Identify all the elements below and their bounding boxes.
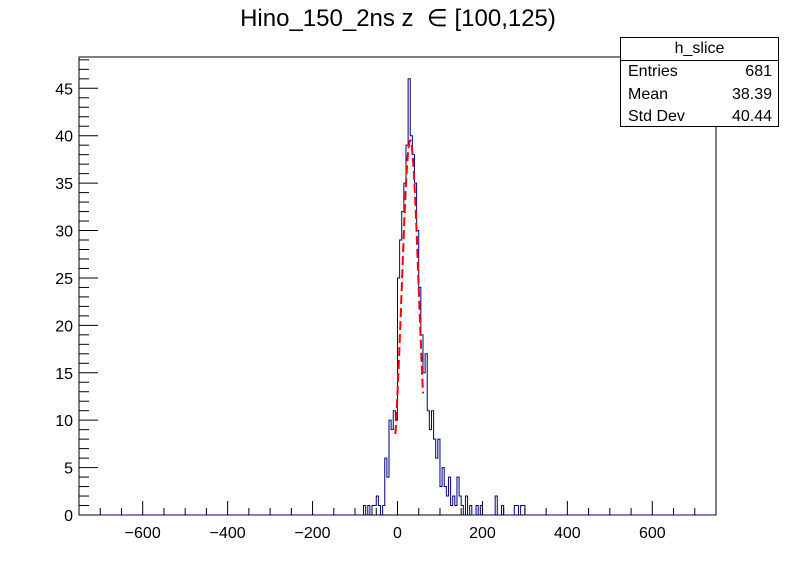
plot-title: Hino_150_2ns z ∈ [100,125) — [0, 4, 796, 33]
histogram-bin — [429, 430, 431, 515]
stats-label: Entries — [628, 63, 678, 80]
histogram-bin — [417, 231, 419, 515]
histogram-bin — [476, 506, 478, 515]
plot-title-main: Hino_150_2ns z — [240, 5, 414, 32]
histogram-bin — [364, 506, 366, 515]
histogram-bin — [412, 155, 414, 515]
histogram-bin — [423, 373, 425, 515]
y-tick-label: 25 — [55, 271, 73, 288]
x-tick-label: 0 — [393, 525, 402, 542]
y-tick-label: 15 — [55, 366, 73, 383]
histogram-bin — [521, 506, 523, 515]
y-tick-label: 20 — [55, 318, 73, 335]
histogram-bin — [387, 477, 389, 515]
histogram-bin — [395, 420, 397, 515]
histogram-bin — [391, 430, 393, 515]
x-tick-label: −600 — [125, 525, 161, 542]
y-tick-label: 10 — [55, 413, 73, 430]
histogram-bin — [470, 506, 472, 515]
stats-box: h_slice Entries 681 Mean 38.39 Std Dev 4… — [620, 37, 779, 127]
histogram-bin — [495, 496, 497, 515]
stats-label: Mean — [628, 85, 669, 103]
x-tick-label: −400 — [210, 525, 246, 542]
histogram-bin — [457, 477, 459, 515]
histogram-outline — [79, 78, 716, 516]
y-tick-label: 30 — [55, 224, 73, 241]
stats-value: 681 — [745, 63, 772, 80]
histogram-bin — [444, 487, 446, 515]
histogram-bin — [427, 411, 429, 515]
y-tick-label: 40 — [55, 129, 73, 146]
histogram-bin — [368, 506, 370, 515]
fit-curve — [394, 138, 424, 435]
histogram-bin — [448, 477, 450, 515]
y-tick-label: 45 — [55, 81, 73, 98]
histogram-bin — [446, 496, 448, 515]
histogram-bin — [453, 496, 455, 515]
x-tick-label: 400 — [554, 525, 581, 542]
histogram-bin — [434, 439, 436, 515]
plot-title-suffix: ∈ [100,125) — [426, 5, 556, 32]
histogram-bin — [436, 458, 438, 515]
stats-value: 38.39 — [731, 85, 772, 103]
stats-label: Std Dev — [628, 108, 685, 125]
histogram-bin — [425, 354, 427, 515]
histogram-bin — [383, 506, 385, 515]
y-tick-label: 35 — [55, 176, 73, 193]
histogram-bin — [385, 458, 387, 515]
histogram-bin — [398, 278, 400, 515]
histogram-bin — [389, 420, 391, 515]
histogram-bin — [514, 506, 516, 515]
x-tick-label: 200 — [469, 525, 496, 542]
stats-row-stddev: Std Dev 40.44 — [621, 106, 778, 129]
x-tick-label: 600 — [639, 525, 666, 542]
histogram-bin — [372, 506, 374, 515]
histogram-bin — [421, 335, 423, 515]
histogram-bin — [451, 506, 453, 515]
stats-row-mean: Mean 38.39 — [621, 84, 778, 107]
histogram-bin — [410, 136, 412, 515]
histogram-bin — [378, 506, 380, 515]
histogram-bin — [400, 240, 402, 515]
x-tick-label: −200 — [295, 525, 331, 542]
stats-title: h_slice — [621, 38, 778, 61]
histogram-bin — [414, 183, 416, 515]
histogram-bin — [465, 496, 467, 515]
y-tick-label: 0 — [64, 508, 73, 525]
y-tick-label: 5 — [64, 461, 73, 478]
histogram-bin — [442, 468, 444, 515]
histogram-bin — [455, 506, 457, 515]
histogram-bin — [438, 439, 440, 515]
stats-value: 40.44 — [731, 108, 772, 125]
histogram-bin — [431, 411, 433, 515]
stats-row-entries: Entries 681 — [621, 61, 778, 84]
histogram-bin — [516, 506, 518, 515]
histogram-bin — [406, 145, 408, 515]
